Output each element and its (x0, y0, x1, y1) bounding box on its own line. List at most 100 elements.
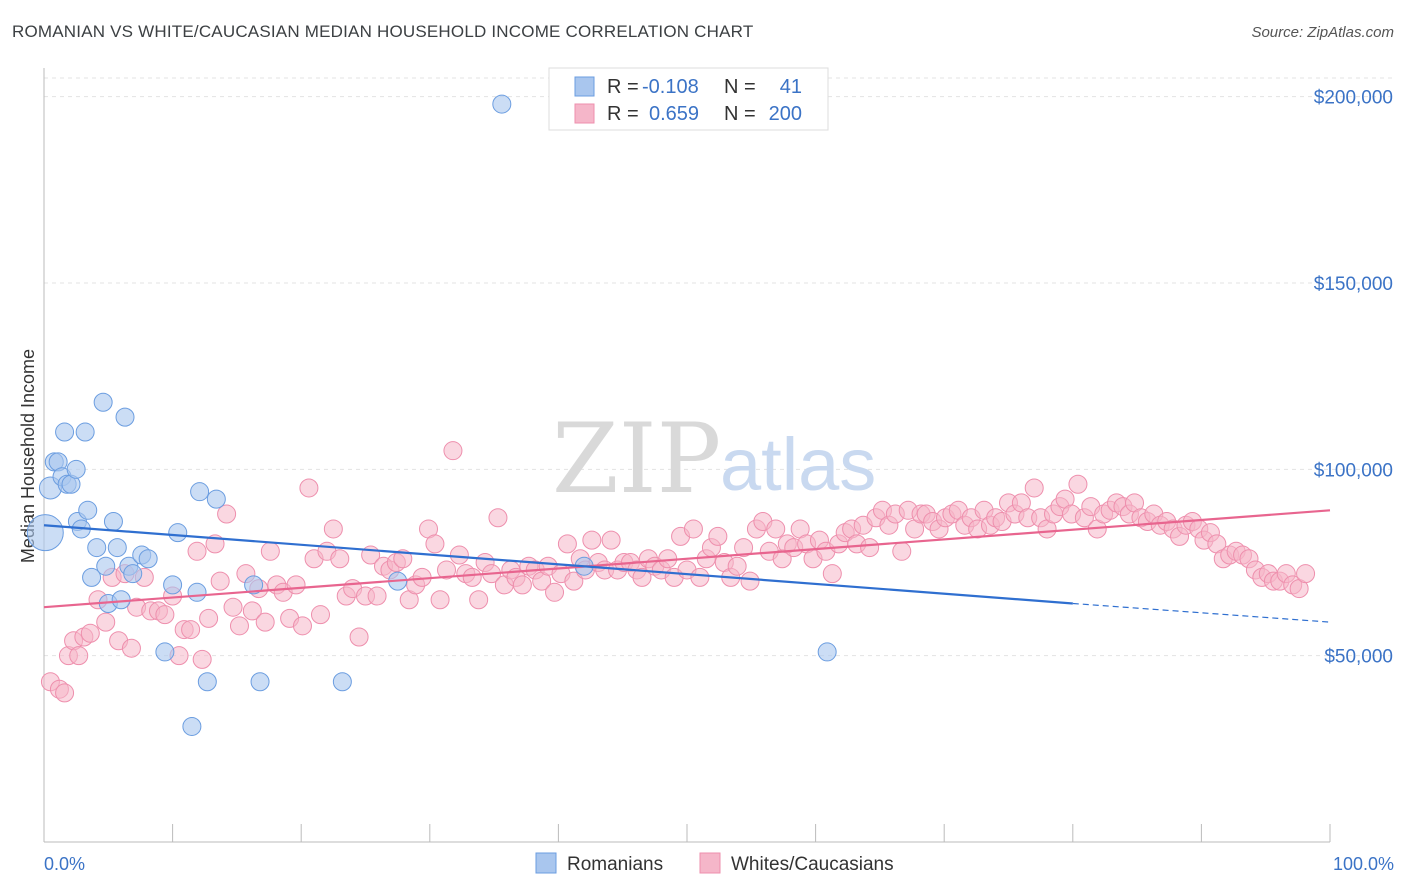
legend-n-value-1: 41 (780, 76, 802, 98)
whites-point-86 (582, 530, 602, 550)
whites-point-61 (425, 534, 445, 554)
whites-point-45 (323, 519, 343, 539)
romanians-point-18 (103, 511, 123, 531)
romanians-point-31 (190, 482, 210, 502)
legend-romanians-swatch (574, 76, 595, 97)
romanians-point-12 (78, 500, 98, 520)
x-tick-label-max: 100.0% (1333, 854, 1394, 874)
legend-top: R = -0.108 N = 41 R = 0.659 N = 200 (548, 67, 829, 131)
y-axis-label: Median Household Income (18, 349, 38, 563)
y-tick-labels: $50,000 $100,000 $150,000 $200,000 (1314, 88, 1393, 668)
legend-r-label-1: R = (607, 76, 639, 98)
whites-point-39 (286, 575, 306, 595)
x-tick-label-min: 0.0% (44, 854, 85, 874)
whites-point-34 (255, 612, 275, 632)
legend-n-value-2: 200 (769, 103, 802, 125)
romanians-point-0 (26, 514, 64, 552)
romanians-trend-line (43, 524, 1073, 605)
whites-point-124 (822, 564, 842, 584)
legend-whites-swatch (574, 103, 595, 124)
whites-point-46 (330, 549, 350, 569)
legend-bottom-whites-swatch (699, 852, 721, 874)
romanians-point-38 (492, 94, 512, 114)
romanians-point-35 (250, 672, 270, 692)
romanians-point-15 (93, 392, 113, 412)
whites-point-22 (181, 620, 201, 640)
whites-point-68 (469, 590, 489, 610)
whites-point-52 (367, 586, 387, 606)
whites-point-156 (1024, 478, 1044, 498)
whites-point-29 (223, 597, 243, 617)
romanians-point-29 (182, 716, 202, 736)
romanians-point-36 (332, 672, 352, 692)
romanians-trend-extension (1072, 602, 1331, 623)
legend-r-label-2: R = (607, 103, 639, 125)
legend-bottom-whites-label: Whites/Caucasians (731, 854, 894, 875)
romanians-point-39 (817, 642, 837, 662)
whites-point-7 (80, 623, 100, 643)
whites-point-106 (708, 526, 728, 546)
whites-point-18 (155, 605, 175, 625)
whites-point-56 (393, 549, 413, 569)
source-credit: Source: ZipAtlas.com (1251, 24, 1394, 41)
y-tick-label-3: $200,000 (1314, 88, 1393, 109)
whites-point-83 (564, 571, 584, 591)
whites-point-41 (299, 478, 319, 498)
axes (43, 68, 1331, 843)
legend-top-box (548, 67, 829, 131)
whites-point-115 (766, 519, 786, 539)
whites-point-65 (449, 545, 469, 565)
legend-bottom-romanians-swatch (535, 852, 557, 874)
whites-point-2 (55, 683, 75, 703)
whites-point-82 (557, 534, 577, 554)
watermark: ZIP atlas (552, 403, 876, 515)
y-tick-label-1: $100,000 (1314, 460, 1393, 481)
whites-point-67 (462, 567, 482, 587)
romanians-point-5 (55, 422, 75, 442)
romanians-point-25 (138, 549, 158, 569)
romanians-point-28 (168, 523, 188, 543)
romanians-point-33 (206, 489, 226, 509)
watermark-zip: ZIP (552, 403, 721, 515)
legend-r-value-1: -0.108 (642, 76, 699, 98)
whites-point-102 (683, 519, 703, 539)
y-tick-label-2: $150,000 (1314, 274, 1393, 295)
whites-point-71 (488, 508, 508, 528)
legend-n-label-1: N = (724, 76, 756, 98)
whites-point-199 (1296, 564, 1316, 584)
romanians-point-20 (111, 590, 131, 610)
whites-point-103 (690, 567, 710, 587)
romanians-point-27 (163, 575, 183, 595)
y-tick-label-0: $50,000 (1324, 647, 1393, 668)
whites-point-110 (734, 538, 754, 558)
series-romanians-points (26, 94, 837, 736)
whites-point-63 (437, 560, 457, 580)
whites-point-5 (69, 646, 89, 666)
romanians-point-8 (66, 459, 86, 479)
whites-point-135 (892, 541, 912, 561)
romanians-point-21 (115, 407, 135, 427)
whites-point-75 (512, 575, 532, 595)
whites-point-94 (632, 567, 652, 587)
trend-lines (43, 509, 1331, 623)
whites-point-13 (121, 638, 141, 658)
whites-point-9 (96, 612, 116, 632)
romanians-point-32 (197, 672, 217, 692)
whites-point-24 (192, 649, 212, 669)
legend-bottom: Romanians Whites/Caucasians (535, 852, 894, 875)
watermark-atlas: atlas (720, 423, 876, 506)
whites-point-80 (545, 582, 565, 602)
chart-title: ROMANIAN VS WHITE/CAUCASIAN MEDIAN HOUSE… (12, 22, 754, 41)
romanians-point-26 (155, 642, 175, 662)
whites-point-49 (349, 627, 369, 647)
whites-point-62 (430, 590, 450, 610)
whites-point-30 (229, 616, 249, 636)
romanians-point-19 (107, 538, 127, 558)
whites-trend-line (43, 509, 1331, 609)
whites-point-109 (727, 556, 747, 576)
whites-point-32 (242, 601, 262, 621)
whites-point-25 (199, 608, 219, 628)
legend-bottom-romanians-label: Romanians (567, 854, 663, 875)
romanians-point-16 (96, 556, 116, 576)
